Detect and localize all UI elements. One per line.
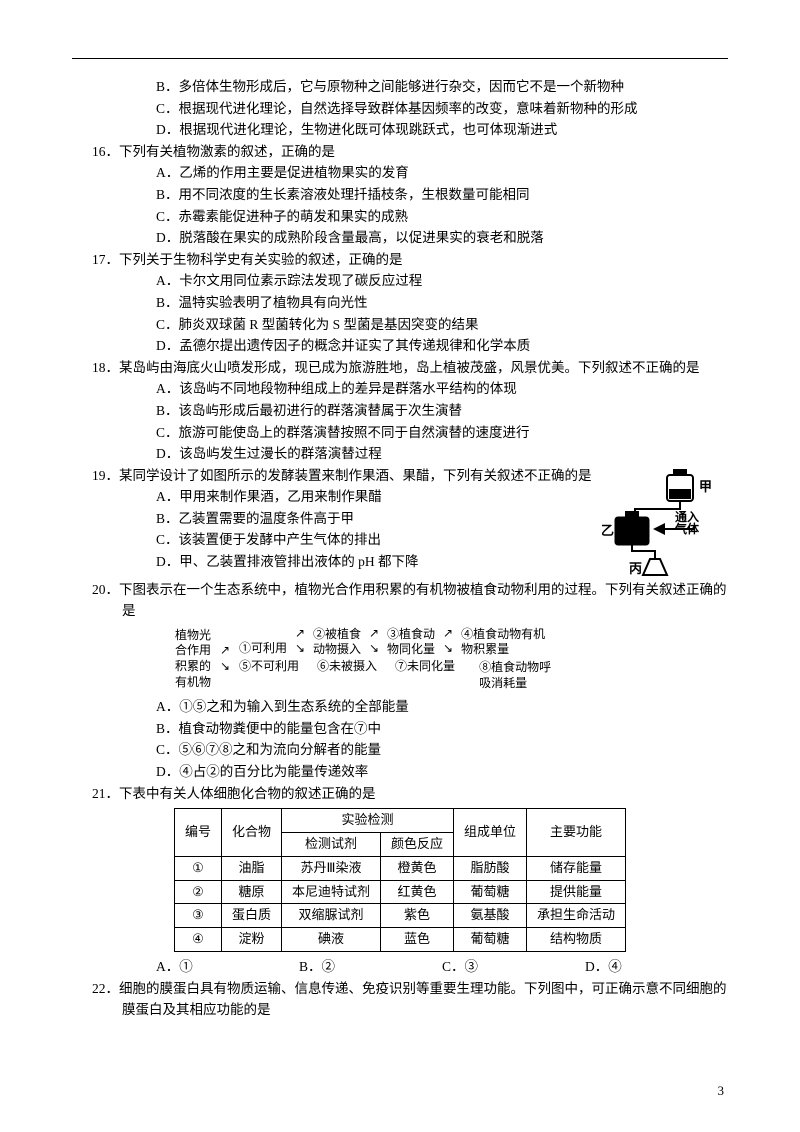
page-number: 3: [718, 1081, 725, 1102]
q16-opt-d: D．脱落酸在果实的成熟阶段含量最高，以促进果实的衰老和脱落: [94, 227, 728, 249]
q17-opt-a: A．卡尔文用同位素示踪法发现了碳反应过程: [94, 270, 728, 292]
table-row: ③ 蛋白质 双缩脲试剂 紫色 氨基酸 承担生命活动: [174, 904, 625, 928]
th-id: 编号: [174, 809, 221, 857]
q20-stem: 20．下图表示在一个生态系统中，植物光合作用积累的有机物被植食动物利用的过程。下…: [102, 579, 728, 622]
flow-start: 植物光 合作用 积累的 有机物: [172, 627, 214, 691]
q18-opt-b: B．该岛屿形成后最初进行的群落演替属于次生演替: [94, 400, 728, 422]
flow-n4: ④植食动物有机 物积累量: [458, 626, 548, 659]
table-row: ① 油脂 苏丹Ⅲ染液 橙黄色 脂肪酸 储存能量: [174, 856, 625, 880]
q21-opt-a: A．①: [156, 956, 299, 978]
option-b: B．多倍体生物形成后，它与原物种之间能够进行杂交，因而它不是一个新物种: [94, 76, 728, 98]
option-c: C．根据现代进化理论，自然选择导致群体基因频率的改变，意味着新物种的形成: [94, 98, 728, 120]
th-color: 颜色反应: [381, 832, 454, 856]
q20-flow-figure: 植物光 合作用 积累的 有机物 ↗↘ ①可利用 ↗↘ ②被植食 动物摄入 ↗↘ …: [172, 626, 728, 692]
flow-n7: ⑦未同化量: [392, 658, 458, 674]
option-d: D．根据现代进化理论，生物进化既可体现跳跃式，也可体现渐进式: [94, 119, 728, 141]
th-exp: 实验检测: [281, 809, 453, 833]
q21-opt-c: C．③: [442, 956, 585, 978]
q18-stem: 18．某岛屿由海底火山喷发形成，现已成为旅游胜地，岛上植被茂盛，风景优美。下列叙…: [102, 357, 728, 379]
svg-text:甲: 甲: [699, 479, 712, 494]
q21-opt-d: D．④: [585, 956, 728, 978]
q21-stem: 21．下表中有关人体细胞化合物的叙述正确的是: [102, 783, 728, 805]
q17-opt-b: B．温特实验表明了植物具有向光性: [94, 292, 728, 314]
q17-opt-d: D．孟德尔提出遗传因子的概念并证实了其传递规律和化学本质: [94, 335, 728, 357]
flow-n3: ③植食动 物同化量: [384, 626, 438, 659]
q18-opt-a: A．该岛屿不同地段物种组成上的差异是群落水平结构的体现: [94, 378, 728, 400]
svg-text:丙: 丙: [629, 561, 642, 576]
q16-opt-c: C．赤霉素能促进种子的萌发和果实的成熟: [94, 206, 728, 228]
q22-stem: 22．细胞的膜蛋白具有物质运输、信息传递、免疫识别等重要生理功能。下列图中，可正…: [102, 978, 728, 1021]
q20-opt-b: B．植食动物粪便中的能量包含在⑦中: [94, 718, 728, 740]
flow-n1: ①可利用: [236, 640, 290, 656]
th-reagent: 检测试剂: [281, 832, 380, 856]
table-row: ④ 淀粉 碘液 蓝色 葡萄糖 结构物质: [174, 928, 625, 952]
q20-opt-d: D．④占②的百分比为能量传递效率: [94, 761, 728, 783]
th-func: 主要功能: [527, 809, 626, 857]
q21-options-row: A．① B．② C．③ D．④: [72, 956, 728, 978]
q18-opt-d: D．该岛屿发生过漫长的群落演替过程: [94, 443, 728, 465]
apparatus-svg: 甲 乙 通入 气体 丙: [575, 469, 715, 579]
q16-opt-b: B．用不同浓度的生长素溶液处理扦插枝条，生根数量可能相同: [94, 184, 728, 206]
q20-opt-a: A．①⑤之和为输入到生态系统的全部能量: [94, 696, 728, 718]
svg-text:气体: 气体: [674, 521, 700, 536]
table-row: ② 糖原 本尼迪特试剂 红黄色 葡萄糖 提供能量: [174, 880, 625, 904]
q17-stem: 17．下列关于生物科学史有关实验的叙述，正确的是: [102, 249, 728, 271]
q16-opt-a: A．乙烯的作用主要是促进植物果实的发育: [94, 162, 728, 184]
q21-opt-b: B．②: [299, 956, 442, 978]
q19-figure: 甲 乙 通入 气体 丙: [570, 469, 720, 582]
q17-opt-c: C．肺炎双球菌 R 型菌转化为 S 型菌是基因突变的结果: [94, 314, 728, 336]
q16-stem: 16．下列有关植物激素的叙述，正确的是: [102, 141, 728, 163]
svg-text:乙: 乙: [601, 523, 614, 538]
q21-table: 编号 化合物 实验检测 组成单位 主要功能 检测试剂 颜色反应 ① 油脂 苏丹Ⅲ…: [174, 808, 626, 952]
th-unit: 组成单位: [454, 809, 527, 857]
flow-n5: ⑤不可利用: [236, 658, 302, 674]
flow-n8: ⑧植食动物呼 吸消耗量: [476, 659, 554, 692]
flow-n6: ⑥未被摄入: [314, 658, 380, 674]
th-compound: 化合物: [221, 809, 281, 857]
q18-opt-c: C．旅游可能使岛上的群落演替按照不同于自然演替的速度进行: [94, 422, 728, 444]
q20-opt-c: C．⑤⑥⑦⑧之和为流向分解者的能量: [94, 739, 728, 761]
flow-n2: ②被植食 动物摄入: [310, 626, 364, 659]
